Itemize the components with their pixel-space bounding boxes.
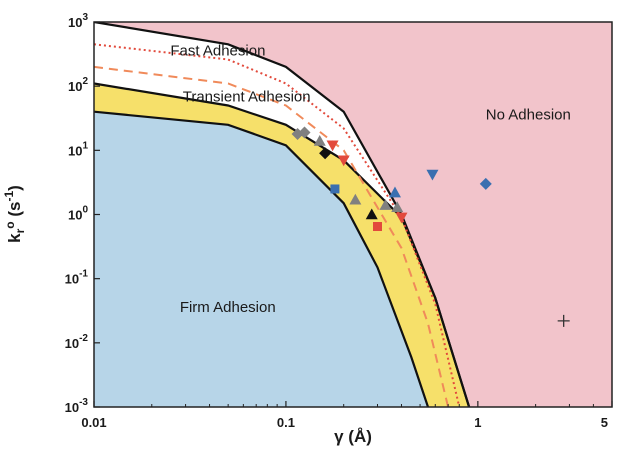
y-axis-unit-exponent: -1 xyxy=(2,191,16,202)
region-label: Fast Adhesion xyxy=(170,43,265,60)
boundary-firm xyxy=(94,110,430,407)
x-axis-title: γ (Å) xyxy=(334,427,372,446)
y-axis-unit: (s xyxy=(5,202,24,222)
y-tick-label: 10-3 xyxy=(65,397,89,415)
data-point-triangle-up xyxy=(365,208,378,220)
data-point-triangle-up xyxy=(388,186,401,198)
series-line-dashed xyxy=(94,65,450,407)
plot-area: No Adhesion Fast Adhesion Transient Adhesi… xyxy=(94,22,612,407)
region-label: No Adhesion xyxy=(486,107,571,124)
region-firm-adhesion xyxy=(94,111,428,407)
series-line-dotted xyxy=(94,43,461,407)
data-point-diamond xyxy=(479,177,492,190)
region-label: Firm Adhesion xyxy=(180,299,276,316)
x-tick-label: 5 xyxy=(601,415,608,430)
x-tick-label: 0.1 xyxy=(277,415,295,430)
x-tick-label: 0.01 xyxy=(81,415,106,430)
data-point-square xyxy=(372,222,382,232)
data-point-square xyxy=(330,184,340,194)
data-point-triangle-up xyxy=(391,201,404,212)
data-point-triangle-up xyxy=(313,134,326,146)
axes: 0.01 0.1 1 5 103 102 101 100 10-1 10-2 10-3 xyxy=(65,12,613,430)
y-tick-label: 103 xyxy=(68,12,88,30)
svg-text:kro (s-1): kro (s-1) xyxy=(2,185,27,243)
region-label: Transient Adhesion xyxy=(183,88,311,105)
y-axis-symbol: k xyxy=(5,233,24,243)
y-axis-subscript: r xyxy=(13,228,27,233)
data-point-diamond xyxy=(319,147,332,160)
data-point-triangle-down xyxy=(395,212,408,224)
y-tick-label: 101 xyxy=(68,140,88,158)
data-point-triangle-up xyxy=(349,193,362,205)
y-tick-label: 100 xyxy=(68,205,88,223)
y-axis-superscript: o xyxy=(3,221,17,228)
data-point-triangle-down xyxy=(337,155,350,167)
y-tick-label: 10-1 xyxy=(65,269,89,287)
y-tick-label: 102 xyxy=(68,76,88,94)
y-axis-title: kro (s-1) xyxy=(2,185,27,243)
data-point-triangle-up xyxy=(379,199,392,210)
data-point-triangle-down xyxy=(426,169,439,181)
y-axis-unit-close: ) xyxy=(5,185,24,191)
data-point-triangle-down xyxy=(326,140,339,152)
data-point-diamond xyxy=(298,126,311,139)
y-tick-label: 10-2 xyxy=(65,333,89,351)
data-point-plus xyxy=(557,314,570,327)
x-tick-label: 1 xyxy=(474,415,481,430)
